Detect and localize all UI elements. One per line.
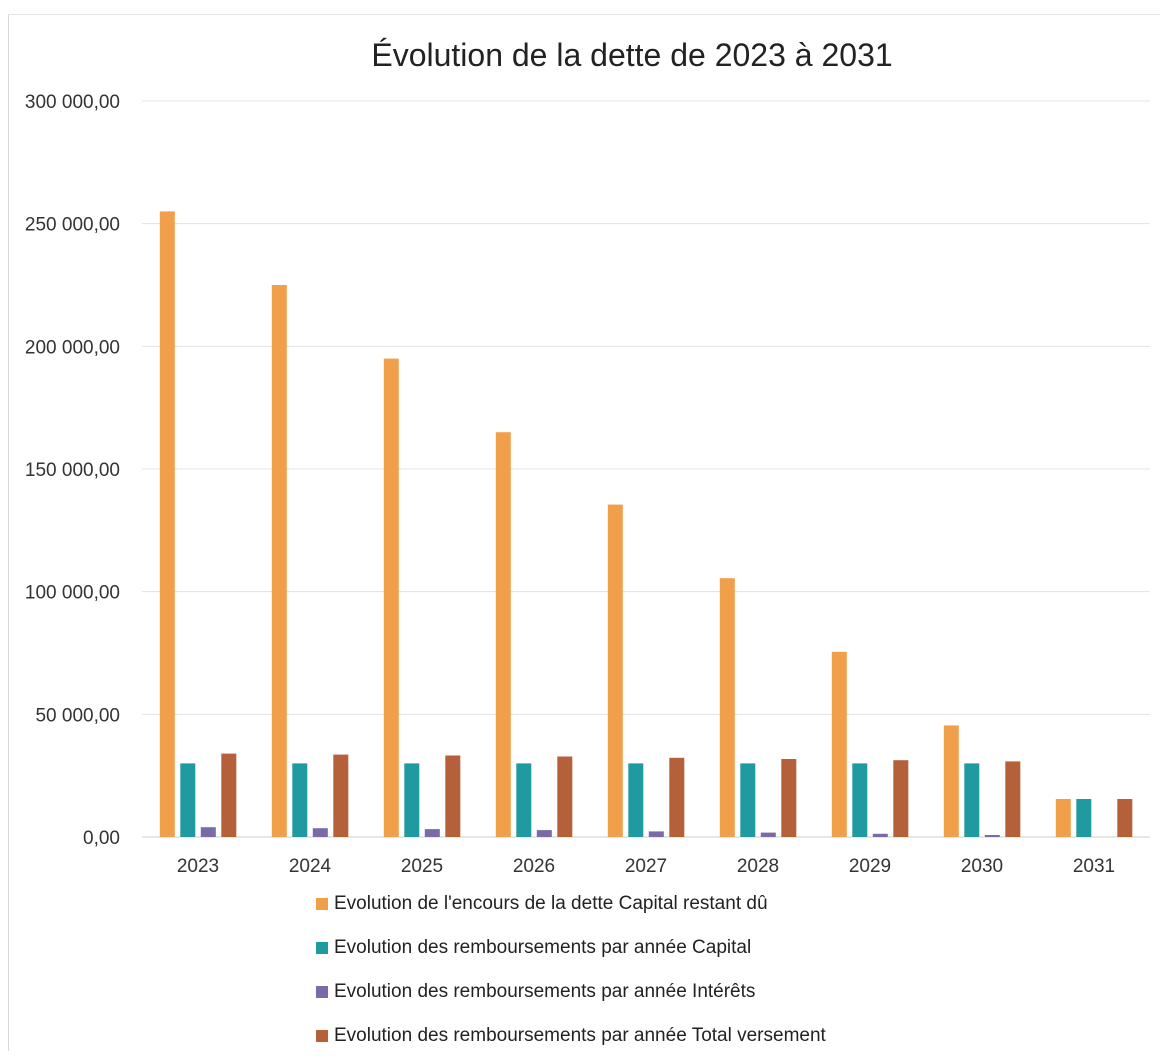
- bar-2029-series-2: [852, 763, 868, 837]
- legend-item: Evolution des remboursements par année C…: [316, 926, 826, 970]
- bars: [159, 211, 1133, 837]
- legend-label: Evolution des remboursements par année T…: [334, 1025, 826, 1046]
- legend-label: Evolution de l'encours de la dette Capit…: [334, 893, 768, 914]
- bar-2030-series-2: [964, 763, 980, 837]
- chart-title: Évolution de la dette de 2023 à 2031: [371, 37, 892, 73]
- bar-2029-series-4: [893, 760, 909, 837]
- bar-2024-series-1: [271, 285, 287, 837]
- legend-item: Evolution des remboursements par année T…: [316, 1014, 826, 1058]
- legend-item: Evolution des remboursements par année I…: [316, 970, 826, 1014]
- y-tick-label: 150 000,00: [25, 460, 120, 481]
- bar-2024-series-3: [312, 828, 328, 837]
- y-tick-label: 100 000,00: [25, 583, 120, 604]
- x-tick-label: 2025: [401, 856, 443, 877]
- bar-2025-series-2: [404, 763, 420, 837]
- y-tick-label: 300 000,00: [25, 92, 120, 113]
- legend-swatch: [316, 898, 328, 910]
- bar-2026-series-3: [536, 830, 552, 837]
- x-tick-label: 2026: [513, 856, 555, 877]
- bar-2028-series-1: [719, 578, 735, 837]
- x-tick-label: 2027: [625, 856, 667, 877]
- x-tick-label: 2023: [177, 856, 219, 877]
- bar-2025-series-4: [445, 755, 461, 837]
- x-tick-label: 2029: [849, 856, 891, 877]
- bar-2023-series-2: [180, 763, 196, 837]
- bar-2023-series-4: [221, 753, 237, 837]
- bar-2026-series-2: [516, 763, 532, 837]
- bar-2026-series-1: [495, 432, 511, 837]
- legend: Evolution de l'encours de la dette Capit…: [316, 882, 826, 1058]
- bar-2030-series-3: [984, 835, 1000, 837]
- legend-swatch: [316, 986, 328, 998]
- bar-2023-series-3: [200, 827, 216, 837]
- bar-2027-series-1: [607, 504, 623, 837]
- bar-2027-series-4: [669, 757, 685, 837]
- y-axis-ticks: 0,00 50 000,00 100 000,00 150 000,00 200 000…: [25, 92, 120, 849]
- y-tick-label: 0,00: [83, 828, 120, 849]
- bar-2026-series-4: [557, 756, 573, 837]
- bar-2027-series-2: [628, 763, 644, 837]
- bar-2025-series-1: [383, 358, 399, 837]
- y-tick-label: 250 000,00: [25, 215, 120, 236]
- bar-2031-series-4: [1117, 799, 1133, 837]
- grid: [142, 100, 1150, 838]
- y-tick-label: 200 000,00: [25, 337, 120, 358]
- bar-2028-series-4: [781, 759, 797, 837]
- bar-2024-series-4: [333, 754, 349, 837]
- legend-swatch: [316, 942, 328, 954]
- bar-2029-series-1: [831, 651, 847, 837]
- bar-2031-series-1: [1055, 799, 1071, 837]
- bar-2028-series-3: [760, 832, 776, 837]
- legend-label: Evolution des remboursements par année C…: [334, 937, 752, 958]
- bar-2031-series-2: [1076, 799, 1092, 837]
- bar-2028-series-2: [740, 763, 756, 837]
- x-tick-label: 2030: [961, 856, 1003, 877]
- bar-2023-series-1: [159, 211, 175, 837]
- bar-2025-series-3: [424, 829, 440, 837]
- bar-2027-series-3: [648, 831, 664, 837]
- x-tick-label: 2024: [289, 856, 332, 877]
- x-tick-label: 2031: [1073, 856, 1115, 877]
- bar-2030-series-1: [943, 725, 959, 837]
- bar-2024-series-2: [292, 763, 308, 837]
- x-tick-label: 2028: [737, 856, 779, 877]
- legend-swatch: [316, 1030, 328, 1042]
- y-tick-label: 50 000,00: [35, 705, 120, 726]
- legend-item: Evolution de l'encours de la dette Capit…: [316, 882, 826, 926]
- bar-2030-series-4: [1005, 761, 1021, 837]
- legend-label: Evolution des remboursements par année I…: [334, 981, 756, 1002]
- bar-2029-series-3: [872, 833, 888, 837]
- x-axis-ticks: 2023 2024 2025 2026 2027 2028 2029 2030 2031: [177, 856, 1115, 877]
